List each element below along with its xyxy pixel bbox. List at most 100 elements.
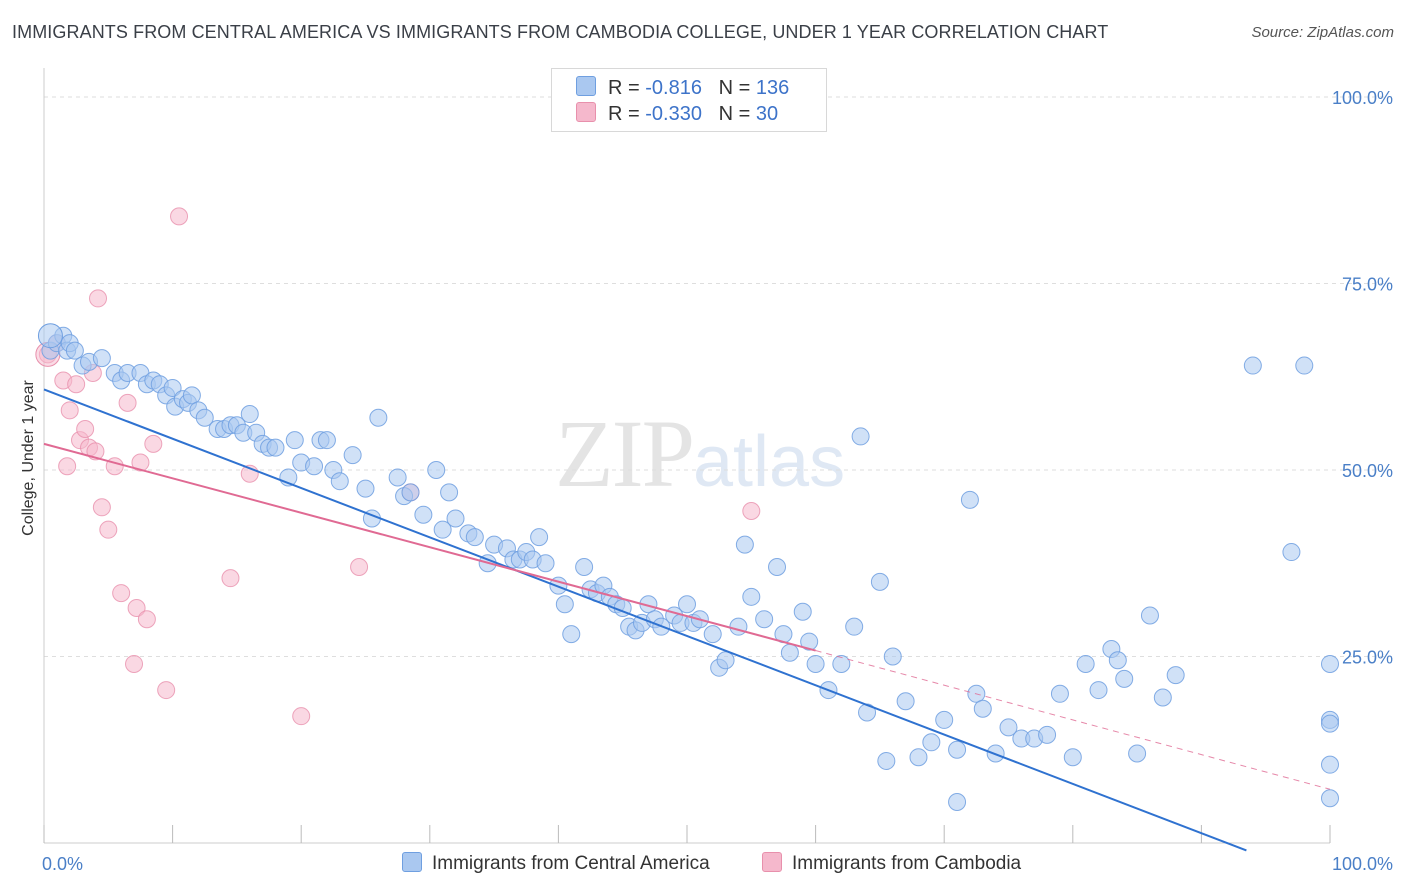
central-america-point: [562, 625, 581, 644]
central-america-point: [780, 643, 799, 662]
tick-labels: 25.0% 50.0% 75.0% 100.0% 0.0% 100.0%: [42, 88, 1393, 874]
central-america-point: [922, 733, 941, 752]
cambodia-point: [67, 375, 86, 394]
central-america-point: [832, 654, 851, 673]
cambodia-point: [144, 434, 163, 453]
cambodia-point: [221, 569, 240, 588]
central-america-point: [678, 595, 696, 614]
legend-swatch-blue: [576, 76, 596, 96]
bottom-legend-swatch-blue: [402, 852, 422, 872]
central-america-point: [575, 557, 594, 576]
central-america-point: [729, 617, 748, 636]
legend-n-label: N =: [718, 103, 751, 125]
bottom-legend-cambodia: Immigrants from Cambodia: [762, 852, 1021, 875]
central-america-point: [793, 602, 812, 621]
central-america-point: [1166, 666, 1185, 685]
chart-title: IMMIGRANTS FROM CENTRAL AMERICA VS IMMIG…: [12, 22, 1109, 42]
legend-r-label: R =: [608, 77, 640, 99]
cambodia-point: [170, 207, 189, 226]
legend-row-cambodia: R = -0.330 N = 30: [576, 102, 778, 126]
central-america-point: [768, 557, 787, 576]
central-america-point: [716, 651, 735, 670]
central-america-point: [703, 625, 722, 644]
central-america-point: [285, 431, 304, 450]
cambodia-point: [76, 419, 95, 438]
watermark-atlas: atlas: [693, 422, 846, 502]
cambodia-trend-extension: [815, 650, 1331, 790]
central-america-point: [555, 595, 574, 614]
central-america-point: [240, 405, 259, 424]
central-america-point: [369, 408, 388, 427]
watermark-zip: ZIP: [555, 400, 695, 507]
central-america-point: [356, 479, 375, 498]
legend-swatch-pink: [576, 102, 596, 122]
central-america-point: [896, 692, 915, 711]
central-america-point: [1140, 606, 1159, 625]
central-america-point: [909, 748, 928, 767]
bottom-legend-swatch-pink: [762, 852, 782, 872]
central-america-point: [1050, 684, 1069, 703]
cambodia-point: [112, 584, 131, 603]
central-america-point: [427, 461, 446, 479]
central-america-point: [735, 535, 754, 554]
bottom-legend-label: Immigrants from Central America: [432, 853, 710, 874]
central-america-point: [1108, 651, 1127, 670]
legend-r-label: R =: [608, 103, 640, 125]
grid-lines: [44, 96, 1392, 657]
central-america-point: [755, 610, 774, 629]
central-america-point: [530, 528, 549, 547]
cambodia-point: [60, 401, 79, 420]
central-america-point: [330, 472, 349, 491]
cambodia-point: [157, 681, 176, 700]
central-america-point: [1038, 725, 1057, 744]
central-america-point: [182, 386, 201, 405]
central-america-point: [935, 710, 954, 729]
x-tick-label: 0.0%: [42, 854, 83, 874]
cambodia-point: [742, 502, 761, 521]
central-america-point: [317, 431, 336, 450]
cambodia-point: [92, 498, 111, 517]
central-america-point: [1063, 748, 1082, 767]
legend-row-central-america: R = -0.816 N = 136: [576, 76, 789, 100]
central-america-point: [845, 617, 864, 636]
stats-legend: R = -0.816 N = 136 R = -0.330 N = 30: [551, 68, 827, 132]
central-america-point: [948, 740, 967, 759]
y-tick-label: 25.0%: [1342, 648, 1393, 668]
central-america-point: [1243, 356, 1262, 375]
cambodia-point: [127, 599, 146, 618]
y-tick-label: 75.0%: [1342, 275, 1393, 295]
legend-n-value: 30: [755, 103, 779, 125]
cambodia-trend-line: [43, 442, 816, 652]
cambodia-point: [137, 610, 156, 629]
central-america-point: [343, 446, 362, 465]
central-america-point: [1321, 789, 1339, 808]
axes: [43, 68, 1331, 844]
central-america-point: [1321, 714, 1339, 733]
central-america-point: [1282, 543, 1301, 562]
central-america-point: [999, 718, 1018, 737]
cambodia-point: [99, 520, 118, 539]
central-america-point: [266, 438, 285, 457]
central-america-point: [446, 509, 465, 528]
cambodia-point: [292, 707, 311, 726]
cambodia-point: [58, 457, 77, 476]
central-america-point: [948, 792, 967, 811]
central-america-point: [305, 457, 324, 476]
central-america-point: [1115, 669, 1134, 688]
central-america-point: [1128, 744, 1147, 763]
central-america-point: [883, 647, 902, 666]
series-central-america-points: [37, 323, 1339, 811]
legend-n-value: 136: [755, 77, 790, 99]
central-america-point: [414, 505, 433, 524]
trend-lines: [43, 388, 1331, 852]
y-tick-label: 50.0%: [1342, 461, 1393, 481]
central-america-point: [388, 468, 407, 487]
central-america-point: [440, 483, 459, 502]
cambodia-point: [89, 289, 108, 308]
central-america-point: [92, 349, 111, 368]
central-america-trend-line: [43, 388, 1247, 852]
legend-n-label: N =: [718, 77, 751, 99]
central-america-point: [1089, 681, 1108, 700]
central-america-point: [163, 378, 182, 397]
central-america-point: [742, 587, 761, 606]
